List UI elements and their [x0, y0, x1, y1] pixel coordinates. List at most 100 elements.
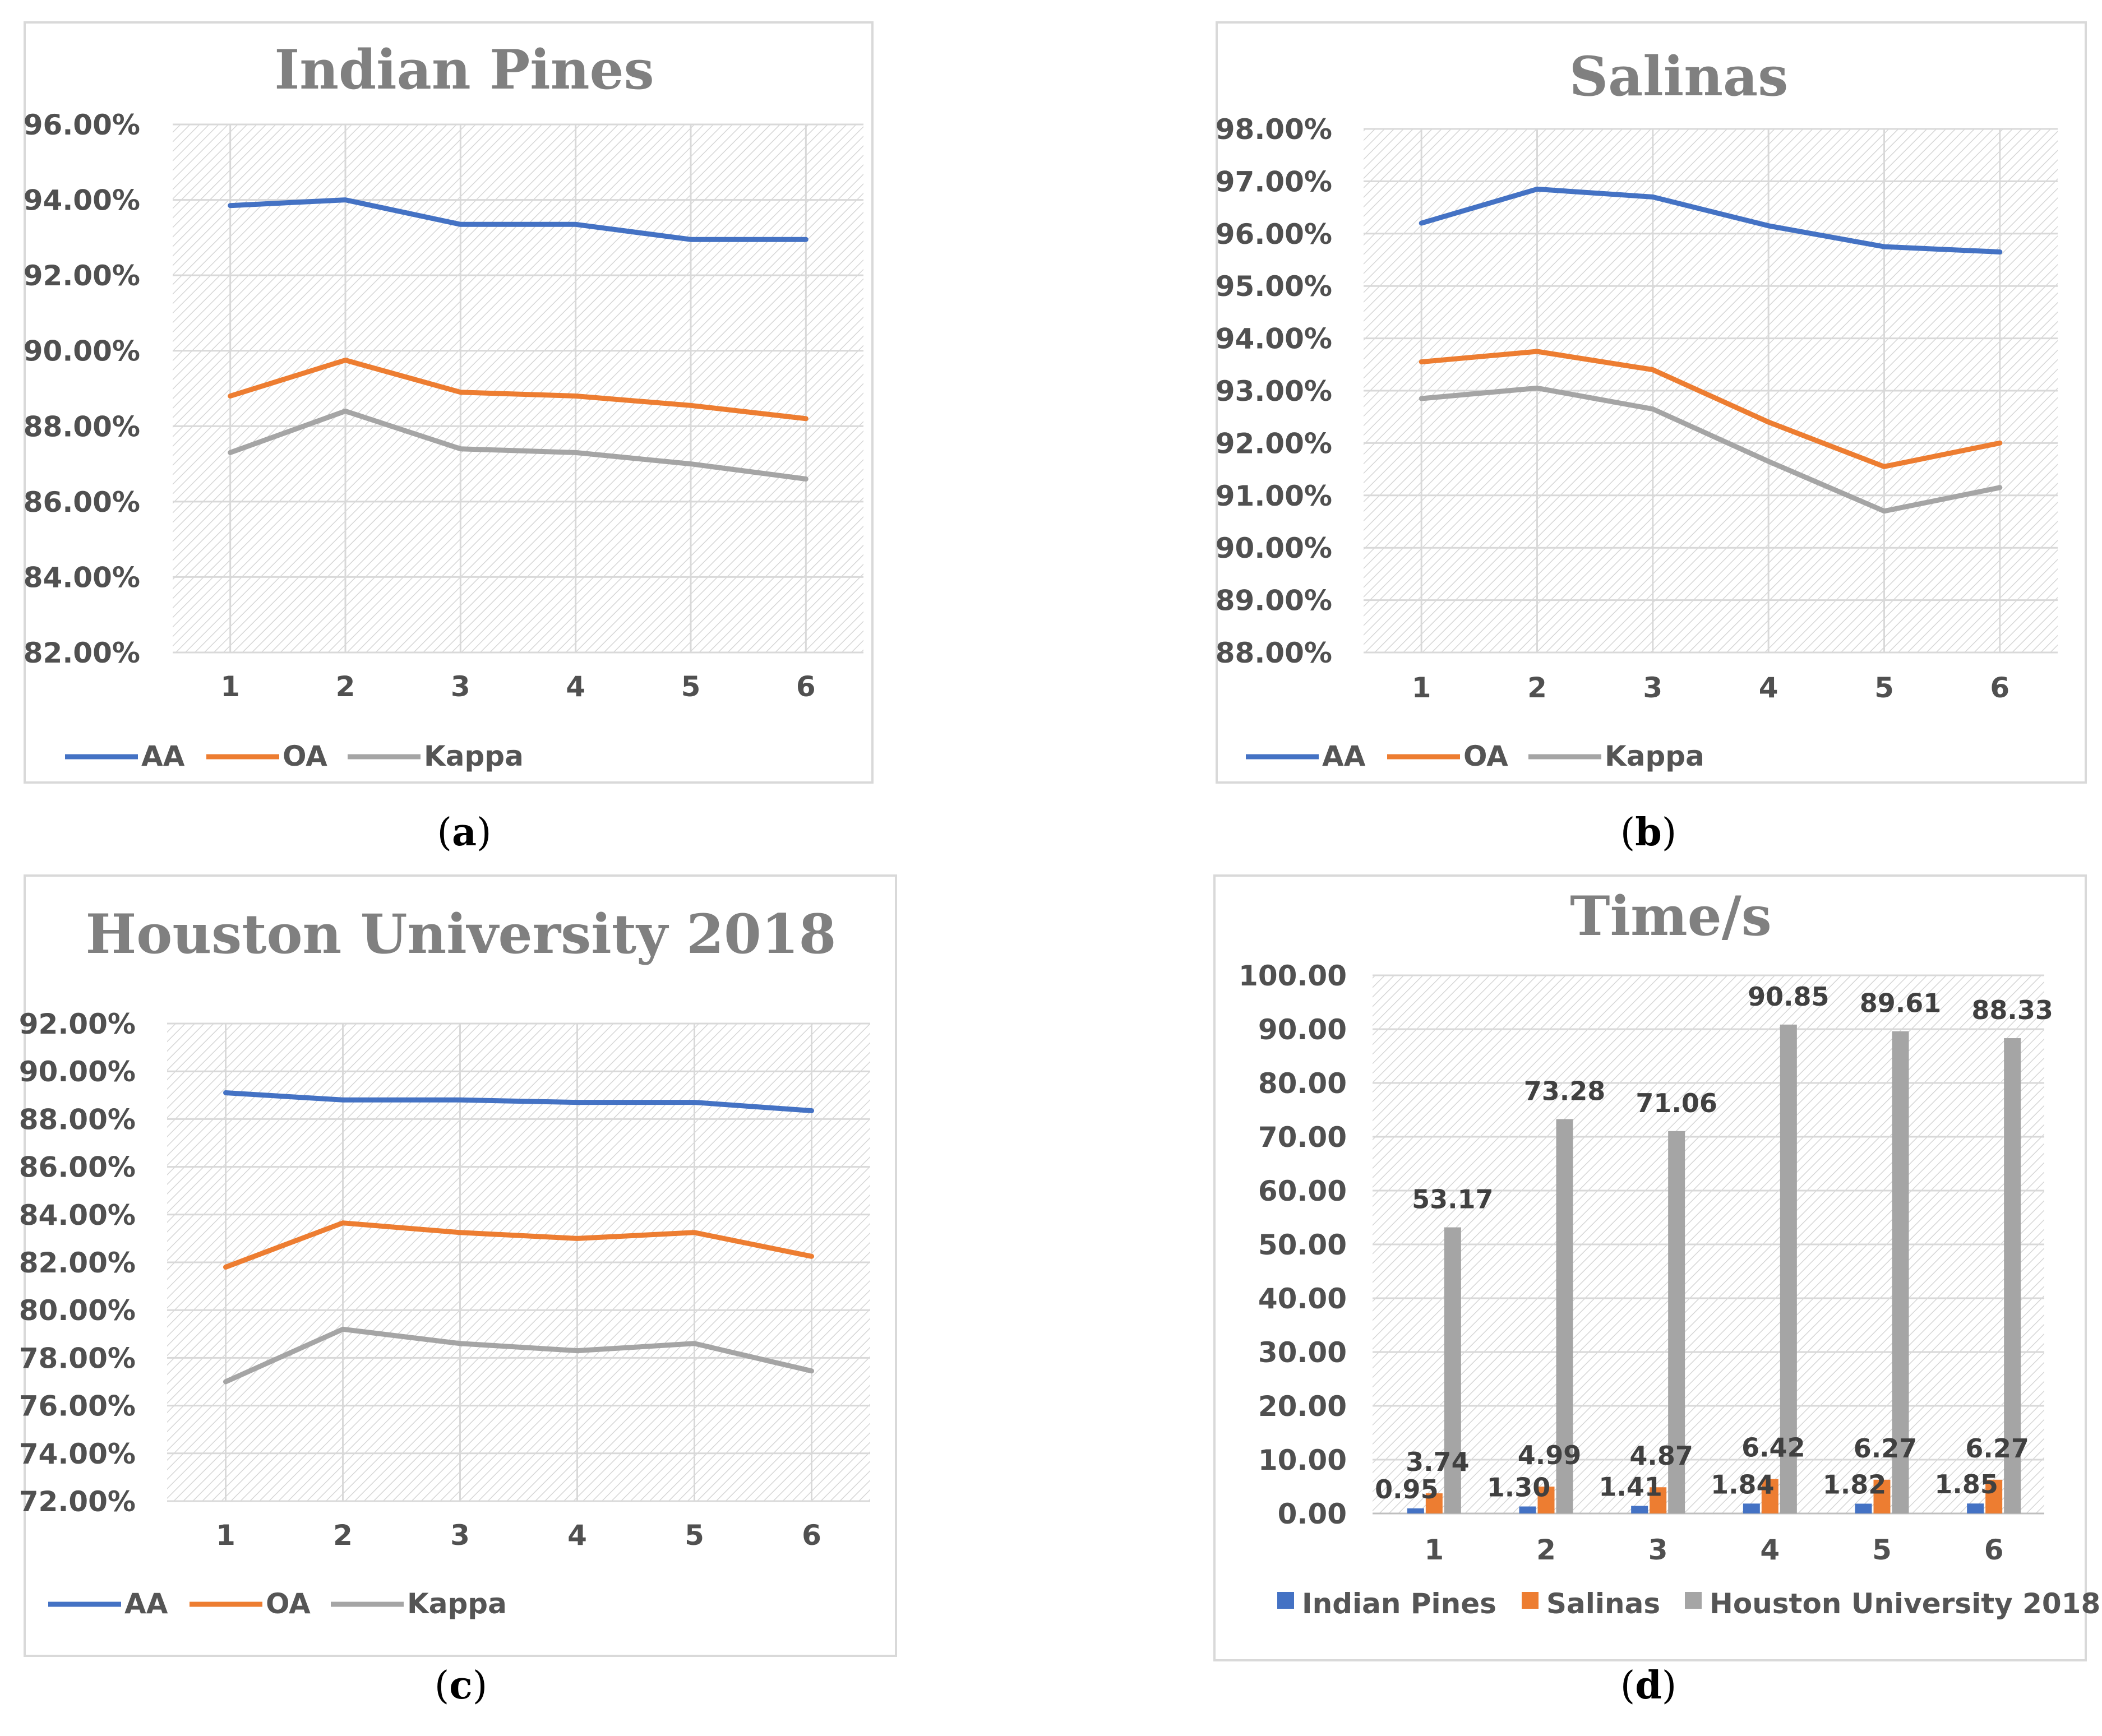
data-point: [805, 238, 807, 241]
chart-panel-3: 72.00% 74.00% 76.00% 78.00% 80.00% 82.00% 84.0…: [19, 874, 897, 1708]
legend-label: AA: [124, 1587, 168, 1620]
data-point: [341, 1221, 344, 1224]
legend: AA OA Kappa: [1246, 740, 1704, 772]
data-point: [574, 223, 577, 226]
data-point: [810, 1369, 813, 1372]
y-tick-label: 98.00%: [1216, 113, 1332, 146]
data-point: [344, 359, 347, 362]
data-label: 6.42: [1741, 1432, 1805, 1462]
data-point: [459, 447, 462, 450]
panel-caption: (a): [437, 810, 491, 855]
bar-salinas: [1537, 1487, 1555, 1513]
bar-indian-pines: [1519, 1506, 1536, 1513]
data-label: 1.82: [1823, 1470, 1887, 1500]
data-point: [693, 1101, 696, 1104]
legend-label: AA: [1322, 740, 1366, 772]
bar-indian-pines: [1407, 1508, 1424, 1513]
legend-label: Indian Pines: [1302, 1587, 1496, 1620]
panel-caption: (c): [435, 1663, 487, 1708]
y-tick-label: 78.00%: [19, 1342, 136, 1374]
data-point: [1998, 251, 2001, 253]
data-point: [1883, 465, 1886, 468]
data-label: 73.28: [1524, 1076, 1606, 1107]
y-tick-label: 86.00%: [24, 486, 140, 519]
caption-close: ): [1662, 811, 1677, 855]
caption-open: (: [435, 1664, 450, 1708]
y-tick-label: 92.00%: [24, 260, 140, 292]
data-point: [1536, 350, 1539, 353]
y-tick-label: 100.00: [1239, 960, 1347, 992]
data-label: 3.74: [1406, 1447, 1470, 1477]
legend-label: OA: [1463, 740, 1508, 772]
x-tick-label: 3: [450, 1519, 470, 1552]
data-point: [459, 1099, 461, 1101]
data-point: [805, 478, 807, 480]
x-tick-label: 6: [802, 1519, 821, 1552]
data-point: [1420, 397, 1423, 400]
y-tick-label: 76.00%: [19, 1390, 136, 1423]
bar-indian-pines: [1855, 1503, 1872, 1513]
data-label: 1.30: [1487, 1473, 1551, 1503]
data-label: 71.06: [1636, 1088, 1717, 1118]
data-point: [1883, 246, 1886, 248]
series-line-aa: [228, 197, 809, 242]
x-tick-label: 3: [451, 670, 470, 703]
data-point: [805, 417, 807, 420]
y-tick-label: 72.00%: [19, 1485, 136, 1518]
data-point: [1998, 442, 2001, 445]
chart-title: Salinas: [1569, 45, 1789, 108]
x-tick-label: 4: [567, 1519, 587, 1552]
y-tick-label: 90.00%: [19, 1056, 136, 1088]
x-tick-label: 1: [216, 1519, 235, 1552]
data-point: [224, 1266, 227, 1269]
data-point: [341, 1328, 344, 1331]
legend-label: OA: [283, 740, 327, 772]
y-tick-label: 82.00%: [19, 1247, 136, 1279]
data-point: [229, 395, 232, 397]
legend-label: AA: [141, 740, 185, 772]
y-tick-label: 82.00%: [24, 637, 140, 669]
data-label: 4.99: [1518, 1440, 1582, 1470]
x-tick-label: 2: [333, 1519, 353, 1552]
y-tick-label: 30.00: [1258, 1336, 1347, 1369]
y-tick-label: 92.00%: [1216, 427, 1332, 460]
chart-panel-1: 82.00% 84.00% 86.00% 88.00% 90.00% 92.00% 94.0…: [24, 21, 874, 855]
chart-title: Time/s: [1570, 885, 1772, 948]
data-label: 0.95: [1375, 1474, 1439, 1504]
y-tick-label: 60.00: [1258, 1175, 1347, 1207]
y-tick-label: 92.00%: [19, 1008, 136, 1040]
legend-swatch: [1522, 1592, 1539, 1609]
y-tick-label: 0.00: [1278, 1498, 1347, 1530]
data-label: 1.41: [1599, 1471, 1662, 1502]
bar-houston-university-2018: [2004, 1038, 2021, 1513]
caption-letter: c: [449, 1663, 472, 1708]
x-tick-label: 2: [1527, 672, 1547, 704]
data-point: [576, 1101, 579, 1104]
x-tick-label: 5: [1874, 672, 1894, 704]
bar-houston-university-2018: [1668, 1131, 1685, 1513]
caption-close: ): [473, 1664, 488, 1708]
data-point: [341, 1099, 344, 1101]
legend: AA OA Kappa: [65, 740, 524, 772]
data-label: 1.85: [1934, 1469, 1998, 1499]
data-label: 1.84: [1711, 1469, 1775, 1499]
data-point: [224, 1381, 227, 1383]
data-point: [690, 238, 692, 241]
caption-close: ): [477, 811, 492, 855]
data-point: [1767, 421, 1770, 424]
data-point: [1536, 188, 1539, 191]
data-label: 88.33: [1971, 995, 2053, 1025]
panel-caption: (d): [1620, 1663, 1677, 1708]
y-tick-label: 20.00: [1258, 1390, 1347, 1423]
x-tick-label: 1: [1412, 672, 1431, 704]
y-tick-label: 90.00: [1258, 1013, 1347, 1046]
chart-panel-4: 0.00 10.00 20.00 30.00 40.00 50.00 60.00 70.00 8…: [1213, 874, 2100, 1708]
series-line-aa: [1419, 186, 2003, 254]
y-tick-label: 88.00%: [24, 410, 140, 443]
legend-label: Kappa: [407, 1587, 507, 1620]
y-tick-label: 91.00%: [1216, 480, 1332, 512]
data-label: 90.85: [1748, 982, 1830, 1012]
legend-label: Salinas: [1546, 1587, 1660, 1620]
bar-houston-university-2018: [1444, 1227, 1461, 1513]
